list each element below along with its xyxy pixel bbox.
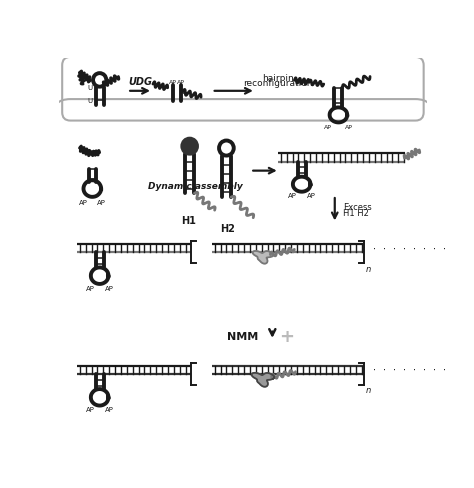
- Text: UDG: UDG: [128, 77, 152, 87]
- Text: U: U: [88, 98, 93, 104]
- Text: U: U: [88, 84, 93, 90]
- Text: AP: AP: [105, 285, 114, 291]
- Text: H1 H2: H1 H2: [343, 208, 369, 217]
- Text: reconfiguration: reconfiguration: [243, 79, 312, 87]
- Text: +: +: [280, 327, 294, 345]
- Text: n: n: [365, 386, 371, 394]
- Text: AP: AP: [86, 285, 94, 291]
- Text: NMM: NMM: [228, 332, 258, 342]
- Text: Excess: Excess: [343, 203, 372, 211]
- Circle shape: [182, 140, 197, 154]
- Text: AP: AP: [79, 199, 88, 205]
- Text: · · · · · · · ·: · · · · · · · ·: [372, 366, 447, 375]
- Text: · · · · · · · ·: · · · · · · · ·: [372, 244, 447, 253]
- Text: Dynamic assembly: Dynamic assembly: [148, 182, 243, 191]
- Text: AP: AP: [169, 80, 177, 85]
- Text: AP: AP: [177, 80, 185, 85]
- Polygon shape: [252, 373, 274, 387]
- Polygon shape: [253, 251, 273, 264]
- Text: AP: AP: [86, 407, 94, 412]
- Text: n: n: [365, 264, 371, 273]
- Text: AP: AP: [97, 199, 106, 205]
- Text: AP: AP: [105, 407, 114, 412]
- Text: AP: AP: [345, 125, 353, 130]
- Text: H2: H2: [219, 223, 235, 233]
- Text: H1: H1: [182, 216, 196, 225]
- Text: hairpin: hairpin: [262, 74, 294, 82]
- Text: AP: AP: [288, 192, 297, 198]
- Text: AP: AP: [307, 192, 316, 198]
- Text: AP: AP: [324, 125, 332, 130]
